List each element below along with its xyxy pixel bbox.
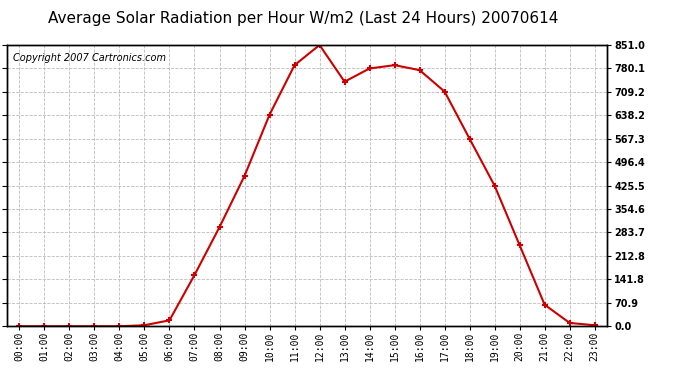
Text: Average Solar Radiation per Hour W/m2 (Last 24 Hours) 20070614: Average Solar Radiation per Hour W/m2 (L…: [48, 11, 559, 26]
Text: Copyright 2007 Cartronics.com: Copyright 2007 Cartronics.com: [13, 54, 166, 63]
